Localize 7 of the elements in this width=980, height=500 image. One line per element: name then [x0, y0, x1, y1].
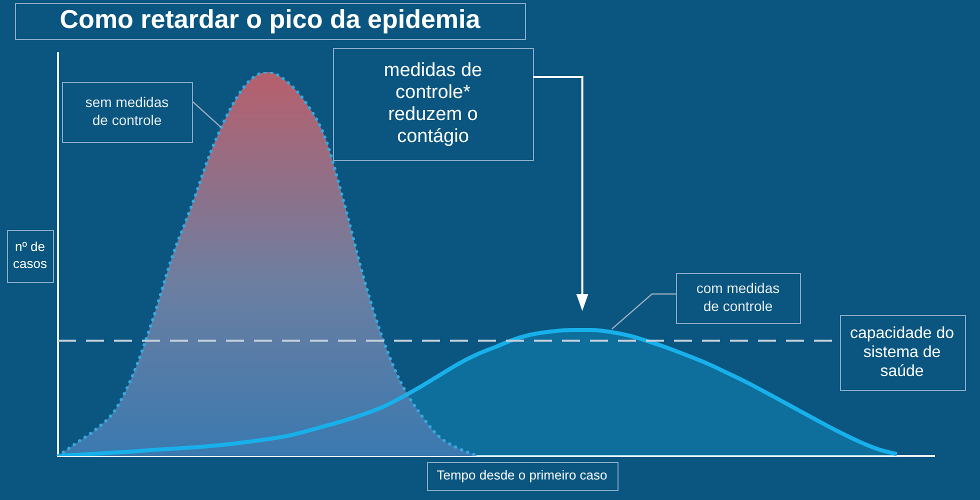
x-axis-title: Tempo desde o primeiro caso — [436, 468, 608, 483]
y-axis-title: nº de casos — [13, 239, 48, 272]
annotation: com medidas de controle — [696, 280, 780, 314]
chart-title: Como retardar o pico da epidemia — [60, 4, 481, 34]
ref-line-label: capacidade do sistema de saúde — [850, 325, 954, 380]
annotation: medidas de controle* reduzem o contágio — [384, 60, 482, 148]
annotation: sem medidas de controle — [85, 94, 169, 128]
